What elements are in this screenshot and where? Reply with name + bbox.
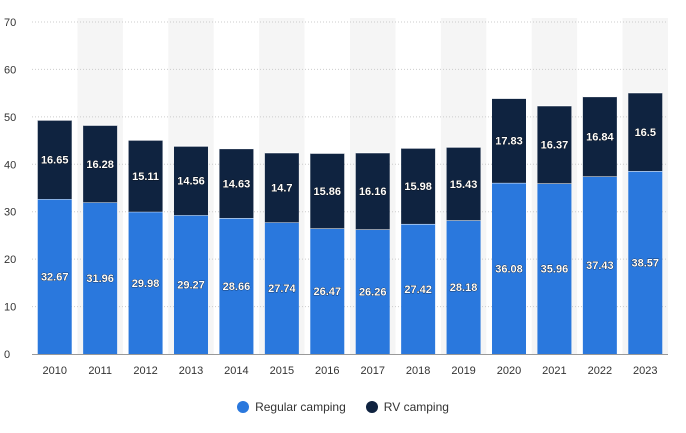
- data-label: 27.42: [404, 284, 432, 296]
- bar-segment: [355, 152, 390, 230]
- bar-segment: [446, 147, 481, 221]
- data-label: 15.98: [404, 181, 432, 193]
- bar-segment: [582, 96, 617, 177]
- data-label: 28.66: [223, 281, 251, 293]
- legend-label-rv: RV camping: [383, 400, 449, 414]
- data-label: 29.27: [177, 280, 205, 292]
- bar-segment: [582, 176, 617, 354]
- x-tick-label: 2011: [88, 365, 112, 377]
- data-label: 15.43: [450, 179, 478, 191]
- data-label: 15.11: [132, 171, 159, 183]
- data-label: 16.16: [359, 186, 387, 198]
- x-tick-label: 2017: [360, 365, 384, 377]
- bar-segment: [628, 171, 663, 354]
- data-label: 26.47: [314, 286, 342, 298]
- y-tick-label: 60: [4, 64, 16, 76]
- data-label: 17.83: [495, 136, 523, 148]
- bar-segment: [446, 220, 481, 354]
- bar-segment: [401, 148, 436, 224]
- x-tick-label: 2021: [542, 365, 566, 377]
- legend-swatch-rv: [365, 401, 378, 413]
- data-label: 27.74: [268, 283, 296, 295]
- y-tick-label: 50: [4, 112, 16, 124]
- chart-canvas: 0 10 20 30 40 50 60 70 32.67 16.65 31.96 16.28 29.9…: [4, 17, 668, 377]
- bar-segment: [401, 223, 436, 354]
- data-label: 36.08: [495, 263, 523, 275]
- data-label: 16.84: [586, 132, 614, 144]
- y-tick-label: 0: [4, 349, 10, 361]
- legend: Regular camping RV camping: [0, 400, 686, 414]
- legend-item-regular[interactable]: Regular camping: [237, 400, 346, 414]
- bar-segment: [264, 222, 299, 354]
- data-label: 16.5: [635, 127, 656, 139]
- bar-segment: [219, 218, 254, 354]
- legend-swatch-regular: [237, 401, 250, 413]
- y-tick-label: 10: [4, 302, 16, 314]
- data-label: 28.18: [450, 282, 478, 294]
- x-tick-label: 2013: [179, 365, 203, 377]
- data-label: 31.96: [86, 273, 114, 285]
- data-label: 16.37: [541, 140, 569, 152]
- data-label: 14.56: [177, 176, 205, 188]
- data-label: 14.7: [271, 183, 292, 195]
- y-tick-label: 70: [4, 17, 16, 29]
- data-label: 26.26: [359, 287, 387, 299]
- data-label: 37.43: [586, 260, 614, 272]
- x-tick-label: 2010: [42, 365, 66, 377]
- y-tick-label: 30: [4, 207, 16, 219]
- bar-segment: [537, 183, 572, 354]
- bar-segment: [174, 146, 208, 216]
- data-label: 35.96: [541, 264, 569, 276]
- data-label: 29.98: [132, 278, 160, 290]
- x-tick-label: 2018: [406, 365, 430, 377]
- data-label: 16.28: [86, 159, 114, 171]
- x-tick-label: 2015: [270, 365, 294, 377]
- bar-segment: [219, 148, 254, 219]
- data-label: 38.57: [632, 258, 660, 270]
- x-tick-label: 2023: [633, 365, 657, 377]
- data-label: 14.63: [223, 178, 251, 190]
- legend-item-rv[interactable]: RV camping: [365, 400, 449, 414]
- bar-segment: [355, 229, 390, 354]
- x-tick-label: 2016: [315, 365, 339, 377]
- bar-segment: [128, 211, 163, 354]
- data-label: 32.67: [41, 272, 69, 284]
- bar-segment: [264, 152, 299, 223]
- bar-segment: [37, 120, 72, 200]
- legend-label-regular: Regular camping: [255, 400, 346, 414]
- x-tick-label: 2012: [133, 365, 157, 377]
- bar-segment: [128, 140, 163, 212]
- y-tick-label: 40: [4, 159, 16, 171]
- bar-segment: [537, 105, 572, 184]
- bar-segment: [492, 182, 526, 354]
- x-tick-label: 2022: [588, 365, 612, 377]
- bar-segment: [310, 228, 345, 354]
- data-label: 15.86: [314, 186, 342, 198]
- bar-segment: [492, 98, 526, 183]
- x-tick-label: 2019: [451, 365, 475, 377]
- x-tick-label: 2014: [224, 365, 248, 377]
- bar-segment: [310, 153, 345, 229]
- bar-segment: [628, 92, 663, 172]
- x-tick-label: 2020: [497, 365, 521, 377]
- bar-segment: [174, 215, 208, 354]
- bar-segment: [83, 202, 118, 354]
- bar-segment: [83, 125, 118, 203]
- data-label: 16.65: [41, 155, 69, 167]
- bar-segment: [37, 199, 72, 354]
- y-tick-label: 20: [4, 254, 16, 266]
